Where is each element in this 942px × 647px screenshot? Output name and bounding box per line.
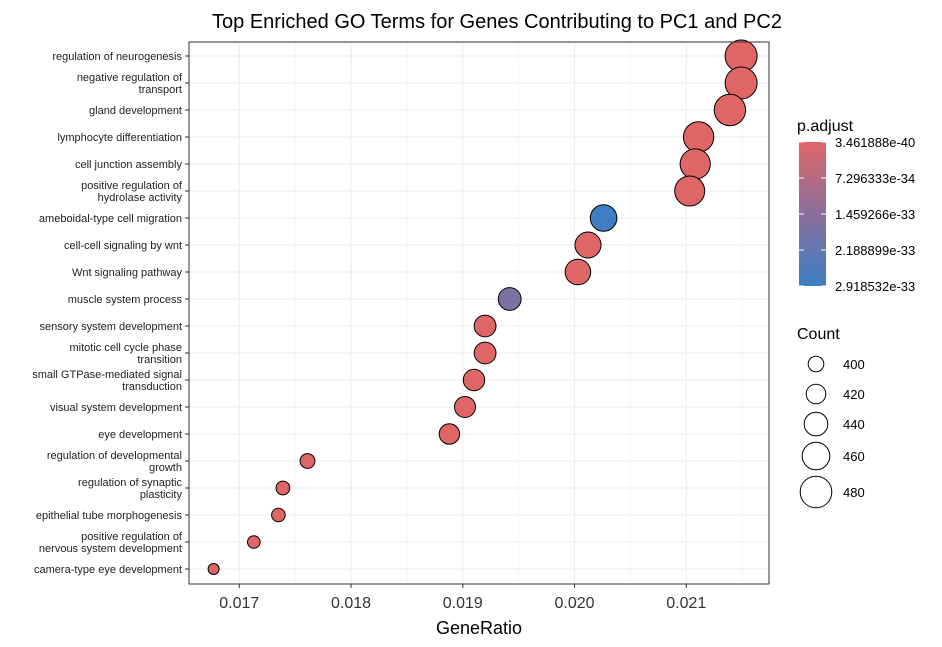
y-tick-label: epithelial tube morphogenesis (36, 510, 183, 522)
y-axis-labels: regulation of neurogenesis negative regul… (32, 51, 189, 576)
data-point (299, 453, 316, 469)
y-tick-label: ameboidal-type cell migration (39, 213, 182, 225)
y-tick-label-line: epithelial tube morphogenesis (36, 510, 183, 522)
y-tick-label-line: Wnt signaling pathway (72, 267, 183, 279)
x-tick-label: 0.021 (666, 595, 706, 612)
y-tick-label-line: mitotic cell cycle phase (70, 342, 183, 354)
y-tick-label: sensory system development (40, 321, 182, 333)
data-point (473, 341, 497, 365)
plot-area: regulation of neurogenesis negative regul… (32, 39, 770, 612)
data-point (679, 148, 711, 180)
size-legend-label: 480 (843, 485, 865, 500)
y-tick-label-line: plasticity (140, 489, 183, 501)
color-legend-title: p.adjust (797, 118, 854, 135)
y-tick-label: Wnt signaling pathway (72, 267, 183, 279)
data-point (275, 480, 291, 496)
size-legend-key (803, 411, 829, 437)
y-tick-label-line: lymphocyte differentiation (57, 132, 182, 144)
y-tick-label-line: transition (137, 354, 182, 366)
y-tick-label: small GTPase-mediated signal transduction (32, 369, 182, 393)
data-point (438, 423, 461, 445)
size-legend-key (807, 355, 825, 373)
color-legend-label: 3.461888e-40 (835, 135, 915, 150)
y-tick-label-line: growth (149, 462, 182, 474)
y-tick-label: regulation of developmental growth (47, 450, 182, 474)
y-tick-label-line: hydrolase activity (98, 192, 183, 204)
legend: p.adjust Count 3.461888e-40 7.296333e-34 1… (797, 118, 915, 509)
size-legend-label: 460 (843, 449, 865, 464)
color-legend-label: 2.188899e-33 (835, 243, 915, 258)
data-point (473, 314, 497, 338)
size-legend-label: 420 (843, 387, 865, 402)
data-point (682, 121, 715, 153)
color-legend-label: 1.459266e-33 (835, 207, 915, 222)
data-points (207, 39, 758, 575)
data-point (574, 231, 602, 259)
x-tick-label: 0.017 (219, 595, 259, 612)
y-tick-label-line: gland development (89, 105, 182, 117)
y-tick-label: muscle system process (68, 294, 183, 306)
size-legend-label: 440 (843, 417, 865, 432)
y-tick-label-line: cell-cell signaling by wnt (64, 240, 182, 252)
y-tick-label-line: cell junction assembly (75, 159, 182, 171)
color-legend-label: 7.296333e-34 (835, 171, 915, 186)
size-legend-title: Count (797, 326, 840, 343)
data-point (271, 507, 286, 523)
y-tick-label: lymphocyte differentiation (57, 132, 182, 144)
y-tick-label: cell-cell signaling by wnt (64, 240, 182, 252)
y-tick-label-line: nervous system development (39, 543, 182, 555)
panel-background (189, 42, 769, 584)
y-tick-label-line: regulation of synaptic (78, 477, 182, 489)
x-tick-label: 0.019 (443, 595, 483, 612)
y-tick-label-line: positive regulation of (81, 180, 183, 192)
y-tick-label: negative regulation of transport (77, 72, 183, 96)
y-tick-label-line: negative regulation of (77, 72, 183, 84)
y-tick-label: eye development (98, 429, 182, 441)
y-tick-label: positive regulation of hydrolase activity (81, 180, 183, 204)
y-tick-label-line: regulation of developmental (47, 450, 182, 462)
y-tick-label-line: muscle system process (68, 294, 183, 306)
y-tick-label-line: sensory system development (40, 321, 182, 333)
data-point (674, 175, 706, 207)
y-tick-label: gland development (89, 105, 182, 117)
x-axis-title: GeneRatio (436, 618, 522, 638)
y-tick-label-line: small GTPase-mediated signal (32, 369, 182, 381)
x-axis: 0.017 0.018 0.019 0.020 0.021 (219, 584, 706, 612)
y-tick-label: mitotic cell cycle phase transition (70, 342, 183, 366)
chart-title: Top Enriched GO Terms for Genes Contribu… (212, 11, 782, 33)
data-point (713, 93, 747, 127)
x-tick-label: 0.020 (555, 595, 595, 612)
size-legend-key (801, 441, 831, 471)
y-tick-label-line: regulation of neurogenesis (52, 51, 182, 63)
data-point (247, 535, 261, 549)
data-point (207, 563, 220, 575)
y-tick-label-line: ameboidal-type cell migration (39, 213, 182, 225)
y-tick-label-line: camera-type eye development (34, 564, 182, 576)
y-tick-label: positive regulation of nervous system dev… (39, 531, 183, 555)
data-point (564, 258, 592, 286)
y-tick-label-line: eye development (98, 429, 182, 441)
y-tick-label-line: transduction (122, 381, 182, 393)
data-point (497, 287, 522, 311)
y-tick-label-line: positive regulation of (81, 531, 183, 543)
grid (189, 42, 769, 584)
size-legend-key (805, 383, 827, 405)
size-legend-label: 400 (843, 357, 865, 372)
y-tick-label-line: transport (139, 84, 182, 96)
y-tick-label: visual system development (50, 402, 182, 414)
color-legend-label: 2.918532e-33 (835, 279, 915, 294)
y-tick-label: camera-type eye development (34, 564, 182, 576)
data-point (589, 204, 618, 232)
size-legend-key (799, 475, 833, 509)
data-point (462, 368, 486, 392)
data-point (454, 396, 476, 418)
y-tick-label-line: visual system development (50, 402, 182, 414)
panel-border (188, 41, 770, 585)
x-tick-label: 0.018 (331, 595, 371, 612)
y-tick-label: regulation of synaptic plasticity (78, 477, 182, 501)
y-tick-label: regulation of neurogenesis (52, 51, 182, 63)
y-tick-label: cell junction assembly (75, 159, 182, 171)
